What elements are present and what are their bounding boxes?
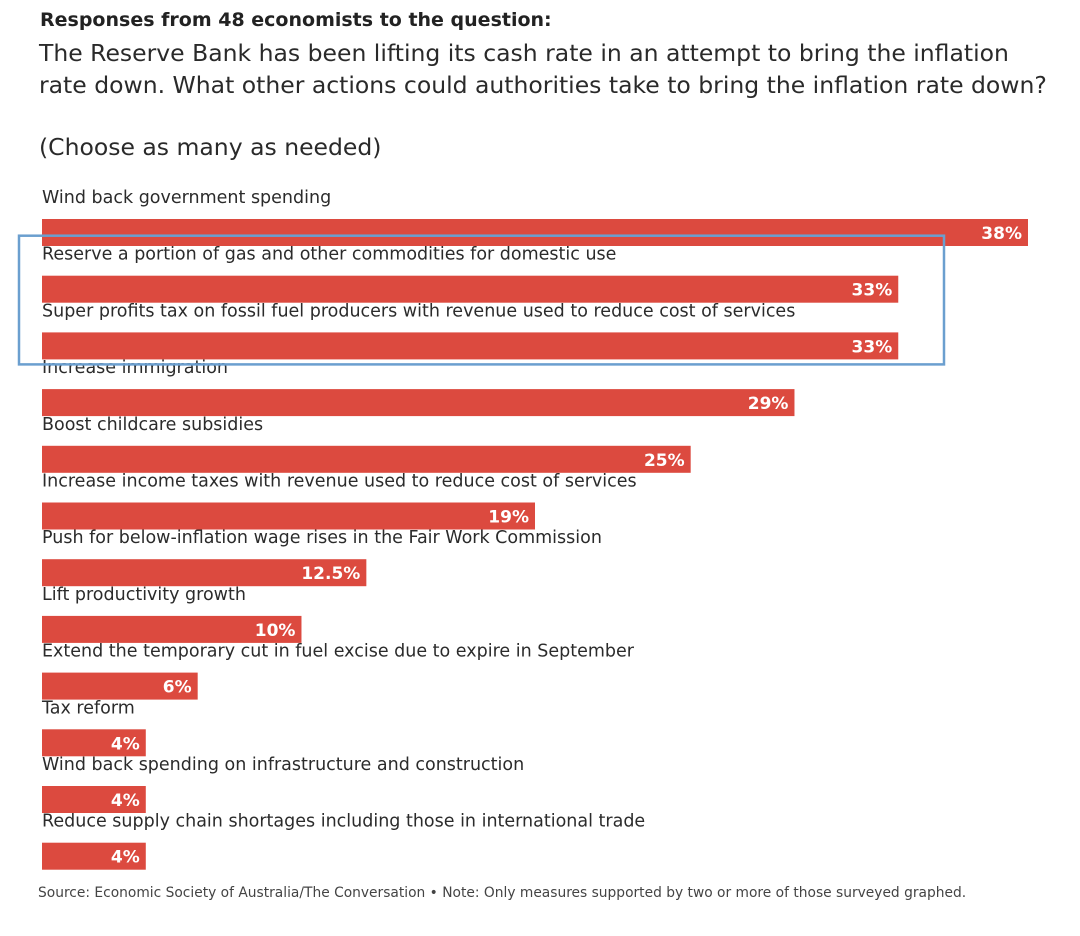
category-label: Super profits tax on fossil fuel produce…: [42, 301, 795, 321]
bar: [42, 842, 146, 870]
category-label: Reserve a portion of gas and other commo…: [42, 245, 616, 265]
value-label: 12.5%: [301, 564, 360, 584]
page-title: Responses from 48 economists to the ques…: [40, 9, 552, 31]
highlight-box: [17, 234, 946, 366]
category-label: Tax reform: [41, 698, 135, 718]
bar: [42, 672, 198, 700]
bar: [42, 502, 535, 530]
bar: [42, 786, 146, 813]
bar: [42, 332, 899, 360]
category-label: Wind back government spending: [42, 188, 331, 208]
bar: [42, 275, 899, 303]
value-label: 33%: [852, 281, 893, 301]
bar: [42, 445, 691, 473]
category-label: Extend the temporary cut in fuel excise …: [42, 642, 635, 662]
value-label: 6%: [163, 678, 192, 698]
value-label: 4%: [111, 848, 140, 868]
value-label: 4%: [111, 734, 140, 754]
bar: [42, 559, 367, 587]
value-label: 29%: [748, 394, 789, 414]
value-label: 33%: [852, 337, 893, 357]
value-label: 38%: [981, 224, 1022, 244]
bar: [42, 219, 1028, 246]
value-label: 10%: [255, 621, 296, 641]
category-label: Reduce supply chain shortages including …: [42, 812, 645, 832]
bar: [42, 615, 302, 643]
category-label: Increase immigration: [42, 358, 228, 378]
category-label: Increase income taxes with revenue used …: [42, 472, 637, 492]
survey-instruction: (Choose as many as needed): [39, 133, 382, 161]
bar: [42, 389, 795, 417]
source-note: Source: Economic Society of Australia/Th…: [38, 885, 967, 901]
category-label: Lift productivity growth: [42, 585, 246, 605]
value-label: 4%: [111, 791, 140, 811]
value-label: 19%: [488, 508, 529, 528]
category-label: Wind back spending on infrastructure and…: [42, 755, 524, 775]
survey-question: The Reserve Bank has been lifting its ca…: [39, 39, 1047, 99]
category-label: Boost childcare subsidies: [42, 415, 263, 435]
bar-chart: Wind back government spending 38% Reserve …: [17, 188, 1028, 870]
category-label: Push for below-inflation wage rises in t…: [42, 528, 602, 548]
bar: [42, 729, 146, 757]
value-label: 25%: [644, 451, 685, 471]
